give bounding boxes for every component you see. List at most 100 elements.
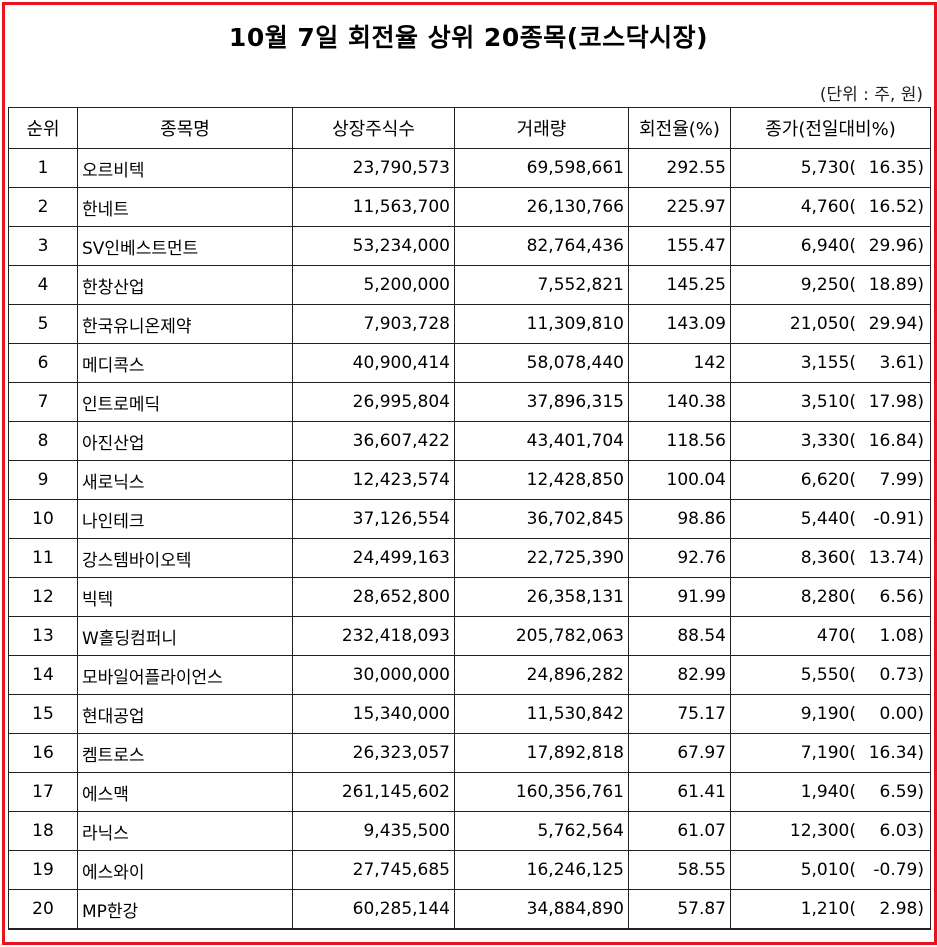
volume-cell: 24,896,282 [454,655,629,695]
stock-name-cell: MP한강 [77,889,293,930]
turnover-cell: 61.07 [628,811,731,851]
close-price-value: 4,760( [800,197,856,217]
listed-shares-cell: 60,285,144 [292,889,455,930]
listed-shares-cell: 23,790,573 [292,148,455,188]
stock-name-cell: 에스와이 [77,850,293,890]
volume-cell: 5,762,564 [454,811,629,851]
close-price-cell: 470( 1.08) [730,616,931,656]
change-percent-value: 16.34) [868,743,924,763]
turnover-cell: 75.17 [628,694,731,734]
close-price-cell: 3,155( 3.61) [730,343,931,383]
volume-cell: 11,309,810 [454,304,629,344]
close-price-cell: 6,620(7.99) [730,460,931,500]
volume-cell: 37,896,315 [454,382,629,422]
rank-cell: 10 [8,499,78,539]
table-row: 14 모바일어플라이언스 30,000,000 24,896,282 82.99 5,55… [8,655,931,695]
close-price-value: 3,510( [800,392,856,412]
volume-cell: 7,552,821 [454,265,629,305]
change-percent-value: 6.56) [879,587,924,607]
close-price-cell: 7,190( 16.34) [730,733,931,773]
change-percent-value: 0.73) [879,665,924,685]
listed-shares-cell: 40,900,414 [292,343,455,383]
close-price-value: 6,940( [800,236,856,256]
close-price-cell: 1,940( 6.59) [730,772,931,812]
turnover-cell: 145.25 [628,265,731,305]
close-price-value: 12,300( [789,821,856,841]
table-row: 6 메디콕스 40,900,414 58,078,440 142 3,155(3.61) [8,343,931,383]
close-price-value: 7,190( [800,743,856,763]
stock-name-cell: 강스템바이오텍 [77,538,293,578]
change-percent-value: 6.03) [879,821,924,841]
volume-cell: 36,702,845 [454,499,629,539]
stock-name-cell: 에스맥 [77,772,293,812]
rank-cell: 17 [8,772,78,812]
turnover-cell: 91.99 [628,577,731,617]
rank-cell: 4 [8,265,78,305]
change-percent-value: 0.00) [879,704,924,724]
col-header-turnover: 회전율(%) [628,107,731,149]
turnover-cell: 98.86 [628,499,731,539]
turnover-cell: 143.09 [628,304,731,344]
listed-shares-cell: 36,607,422 [292,421,455,461]
close-price-value: 5,730( [800,158,856,178]
listed-shares-cell: 37,126,554 [292,499,455,539]
turnover-cell: 88.54 [628,616,731,656]
change-percent-value: 1.08) [879,626,924,646]
close-price-value: 3,155( [800,353,856,373]
volume-cell: 12,428,850 [454,460,629,500]
change-percent-value: 29.94) [868,314,924,334]
close-price-cell: 3,330(16.84) [730,421,931,461]
volume-cell: 26,358,131 [454,577,629,617]
close-price-value: 8,360( [800,548,856,568]
stock-name-cell: 새로닉스 [77,460,293,500]
listed-shares-cell: 261,145,602 [292,772,455,812]
table-row: 10 나인테크 37,126,554 36,702,845 98.86 5,440(-0.… [8,499,931,539]
volume-cell: 160,356,761 [454,772,629,812]
change-percent-value: 18.89) [868,275,924,295]
volume-cell: 69,598,661 [454,148,629,188]
rank-cell: 18 [8,811,78,851]
volume-cell: 205,782,063 [454,616,629,656]
rank-cell: 20 [8,889,78,930]
close-price-cell: 12,300( 6.03) [730,811,931,851]
change-percent-value: 2.98) [879,899,924,919]
change-percent-value: 3.61) [879,353,924,373]
volume-cell: 22,725,390 [454,538,629,578]
volume-cell: 11,530,842 [454,694,629,734]
close-price-value: 3,330( [800,431,856,451]
listed-shares-cell: 53,234,000 [292,226,455,266]
close-price-cell: 5,550(0.73) [730,655,931,695]
turnover-cell: 67.97 [628,733,731,773]
close-price-cell: 6,940(29.96) [730,226,931,266]
close-price-value: 9,190( [800,704,856,724]
turnover-table: 순위 종목명 상장주식수 거래량 회전율(%) 종가(전일대비%) 1 오르비텍 2… [8,107,931,930]
table-row: 2 한네트 11,563,700 26,130,766 225.97 4,760(16.5… [8,187,931,227]
turnover-cell: 82.99 [628,655,731,695]
turnover-cell: 292.55 [628,148,731,188]
change-percent-value: 6.59) [879,782,924,802]
turnover-cell: 61.41 [628,772,731,812]
volume-cell: 34,884,890 [454,889,629,930]
stock-name-cell: 오르비텍 [77,148,293,188]
col-header-volume: 거래량 [454,107,629,149]
stock-name-cell: 켐트로스 [77,733,293,773]
close-price-value: 6,620( [800,470,856,490]
turnover-cell: 57.87 [628,889,731,930]
close-price-value: 5,440( [800,509,856,529]
listed-shares-cell: 24,499,163 [292,538,455,578]
stock-name-cell: 모바일어플라이언스 [77,655,293,695]
rank-cell: 13 [8,616,78,656]
volume-cell: 58,078,440 [454,343,629,383]
change-percent-value: 16.52) [868,197,924,217]
turnover-cell: 100.04 [628,460,731,500]
close-price-value: 470( [816,626,856,646]
close-price-value: 1,210( [800,899,856,919]
close-price-value: 1,940( [800,782,856,802]
col-header-name: 종목명 [77,107,293,149]
listed-shares-cell: 5,200,000 [292,265,455,305]
table-row: 12 빅텍 28,652,800 26,358,131 91.99 8,280(6.56) [8,577,931,617]
volume-cell: 82,764,436 [454,226,629,266]
close-price-cell: 5,010(-0.79) [730,850,931,890]
table-row: 7 인트로메딕 26,995,804 37,896,315 140.38 3,510(17… [8,382,931,422]
turnover-cell: 118.56 [628,421,731,461]
